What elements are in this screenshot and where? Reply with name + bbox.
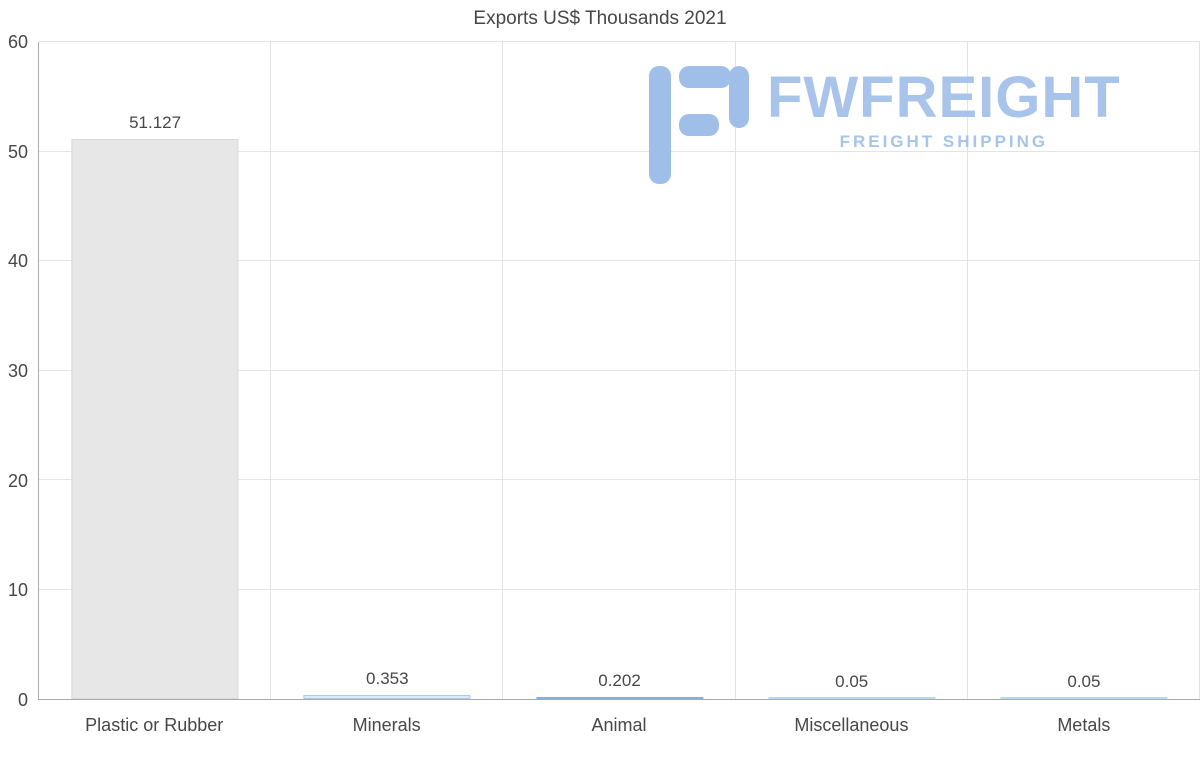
y-axis: 0 10 20 30 40 50 60 [0, 33, 34, 709]
y-tick-label: 30 [7, 361, 28, 381]
watermark-tagline: FREIGHT SHIPPING [839, 131, 1049, 151]
bar-column: 0.202 [503, 42, 735, 699]
horizontal-gridline [39, 260, 1200, 261]
bar-column: 0.353 [271, 42, 503, 699]
vertical-gridline [966, 42, 968, 699]
watermark-text: FWFREIGHT FREIGHT SHIPPING [767, 66, 1121, 152]
x-axis-label: Minerals [352, 715, 421, 735]
watermark-brand: FWFREIGHT [767, 65, 1121, 130]
vertical-gridline [734, 42, 736, 699]
y-tick-label: 40 [7, 251, 28, 272]
bar-metals [1000, 697, 1168, 699]
x-axis-label: Plastic or Rubber [85, 715, 224, 735]
fwfreight-watermark: FWFREIGHT FREIGHT SHIPPING [649, 66, 1121, 184]
y-tick-label: 20 [7, 470, 28, 491]
bar-miscellaneous [768, 697, 936, 699]
chart-title: Exports US$ Thousands 2021 [473, 8, 727, 29]
y-tick-label: 60 [7, 32, 28, 52]
bar-column: 0.05 [968, 42, 1200, 699]
bar-plastic-or-rubber [71, 139, 239, 699]
plot-area: FWFREIGHT FREIGHT SHIPPING 51.127 0.353 … [38, 41, 1200, 700]
x-axis-labels: Plastic or Rubber Minerals Animal Miscel… [38, 700, 1200, 736]
vertical-gridline [270, 42, 272, 699]
vertical-gridline [502, 42, 504, 699]
horizontal-gridline [39, 369, 1200, 371]
x-axis-label: Animal [591, 715, 647, 735]
horizontal-gridline [39, 588, 1200, 590]
fwfreight-logo-icon [649, 66, 749, 184]
y-tick-label: 50 [7, 141, 28, 162]
y-tick-label: 0 [17, 690, 28, 710]
bar-minerals [303, 695, 471, 699]
x-axis-label: Metals [1057, 715, 1111, 735]
bar-column: 51.127 [39, 42, 271, 699]
y-tick-label: 10 [7, 580, 28, 601]
bar-value-label: 0.353 [366, 669, 409, 689]
bar-value-label: 51.127 [129, 113, 182, 133]
bar-value-label: 0.202 [598, 670, 641, 690]
horizontal-gridline [39, 150, 1200, 152]
bar-columns: 51.127 0.353 0.202 0.05 0.05 [39, 42, 1200, 699]
horizontal-gridline [39, 41, 1200, 42]
horizontal-gridline [39, 479, 1200, 480]
bar-animal [535, 696, 704, 699]
bar-value-label: 0.05 [1067, 672, 1101, 692]
bar-value-label: 0.05 [835, 672, 869, 692]
x-axis-label: Miscellaneous [794, 715, 909, 735]
bar-column: 0.05 [736, 42, 968, 699]
